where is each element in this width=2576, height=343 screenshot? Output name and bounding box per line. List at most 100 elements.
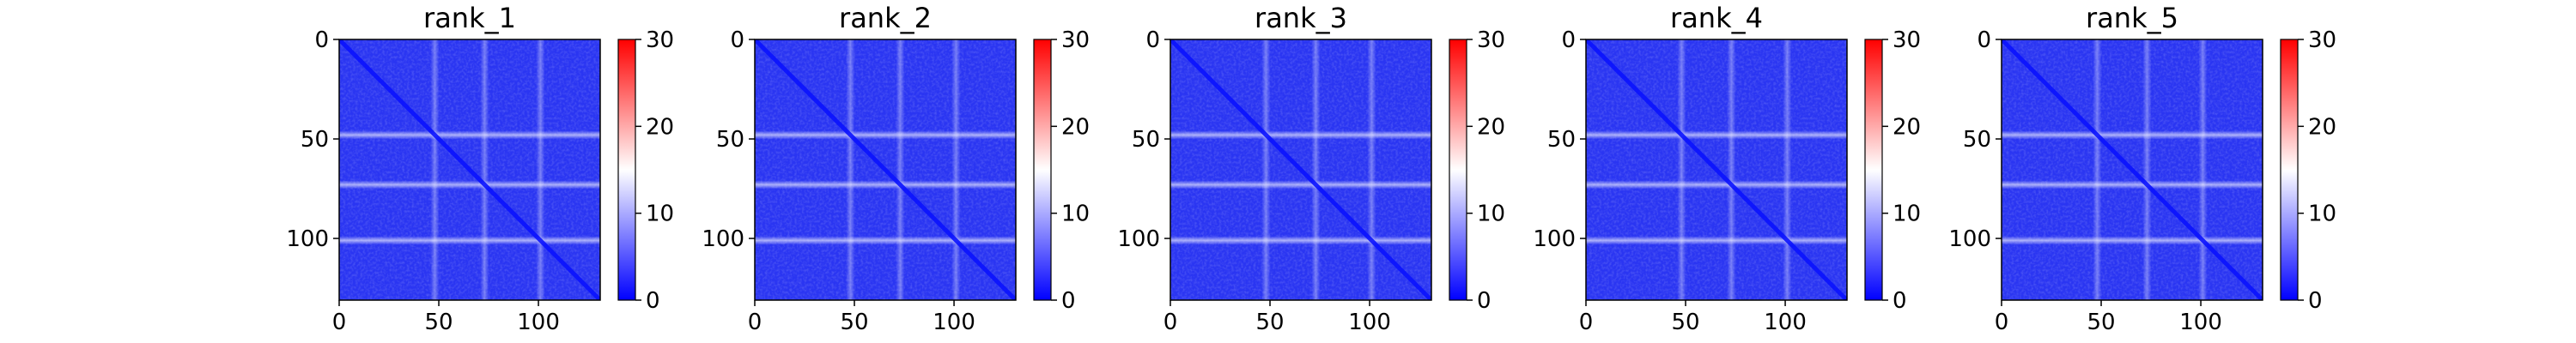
x-tick-label: 0 [1163,310,1178,335]
heatmap-band-col-2 [1727,39,1736,300]
x-tick-label: 0 [332,310,347,335]
y-tick-label: 50 [716,127,744,153]
colorbar-tick-label: 20 [1061,114,1090,140]
colorbar-tick-label: 30 [2308,27,2336,53]
heatmap-diagonal [755,39,1016,300]
y-tick-label: 50 [301,127,329,153]
colorbar [617,39,636,301]
heatmap-cells [755,39,1016,300]
heatmap-band-row-3 [755,236,1016,245]
colorbar [1864,39,1883,301]
colorbar-tick-label: 20 [646,114,674,140]
heatmap-band-col-1 [1677,39,1686,300]
y-tick-label: 0 [1977,27,1991,53]
colorbar-tick-label: 0 [1061,288,1076,314]
x-tick-label: 50 [2087,310,2115,335]
heatmap-frame [2001,39,2263,301]
heatmap-cells [1586,39,1847,300]
heatmap-band-col-1 [1261,39,1271,300]
colorbar-tick-label: 30 [1893,27,1921,53]
colorbar-tick-label: 0 [2308,288,2323,314]
heatmap-band-col-3 [951,39,961,300]
y-tick-label: 100 [702,226,744,252]
heatmap-band-row-3 [1586,236,1847,245]
y-tick-label: 50 [1132,127,1160,153]
heatmap-band-row-1 [755,130,1016,140]
panel-title: rank_3 [1255,2,1347,34]
colorbar-tick-label: 10 [1477,202,1505,227]
x-tick-label: 100 [1348,310,1391,335]
colorbar-tick-label: 30 [1061,27,1090,53]
colorbar-tick-label: 0 [1477,288,1492,314]
colorbar-tick-label: 10 [1061,202,1090,227]
heatmap-panel-2: rank_2 0 50 100 0 50 100 0 10 20 30 [702,2,1090,335]
x-tick-label: 0 [1579,310,1594,335]
heatmap-band-col-1 [846,39,855,300]
panel-title: rank_2 [839,2,932,34]
panel-title: rank_4 [1670,2,1763,34]
heatmap-cells [1170,39,1431,300]
x-tick-label: 100 [517,310,560,335]
heatmap-band-col-2 [2142,39,2152,300]
colorbar [1033,39,1052,301]
colorbar-tick-label: 20 [2308,114,2336,140]
y-tick-label: 0 [314,27,329,53]
y-tick-label: 0 [730,27,744,53]
colorbar-tick-label: 0 [646,288,660,314]
heatmap-frame [1585,39,1848,301]
heatmap-diagonal [2002,39,2263,300]
y-tick-label: 50 [1547,127,1576,153]
heatmap-band-col-3 [1783,39,1792,300]
heatmap-panel-1: rank_1 0 50 100 0 50 100 0 10 20 30 [286,2,674,335]
heatmap-band-row-1 [1586,130,1847,140]
colorbar [2280,39,2299,301]
y-tick-label: 100 [1117,226,1160,252]
x-tick-label: 100 [2179,310,2222,335]
colorbar [1449,39,1467,301]
y-tick-label: 0 [1145,27,1160,53]
y-tick-label: 0 [1561,27,1576,53]
heatmap-band-row-3 [1170,236,1431,245]
panel-title: rank_5 [2086,2,2178,34]
x-tick-label: 0 [748,310,762,335]
heatmap-diagonal [1170,39,1431,300]
x-tick-label: 50 [840,310,868,335]
colorbar-tick-label: 30 [1477,27,1505,53]
heatmap-band-col-3 [1367,39,1376,300]
heatmap-band-row-2 [1170,180,1431,190]
heatmap-band-row-1 [2002,130,2263,140]
heatmap-band-row-3 [2002,236,2263,245]
x-tick-label: 50 [1255,310,1284,335]
heatmap-band-col-3 [536,39,545,300]
heatmap-band-col-2 [1311,39,1321,300]
heatmap-diagonal [1586,39,1847,300]
x-tick-label: 50 [424,310,453,335]
heatmap-frame [754,39,1017,301]
x-tick-label: 100 [1764,310,1807,335]
colorbar-tick-label: 20 [1477,114,1505,140]
colorbar-tick-label: 20 [1893,114,1921,140]
heatmap-diagonal [339,39,600,300]
heatmap-band-row-2 [339,180,600,190]
colorbar-tick-label: 10 [646,202,674,227]
heatmap-band-col-2 [480,39,489,300]
heatmap-band-col-1 [2093,39,2102,300]
panel-title: rank_1 [423,2,516,34]
heatmap-band-row-2 [1586,180,1847,190]
y-tick-label: 50 [1963,127,1991,153]
x-tick-label: 100 [933,310,975,335]
heatmap-band-col-2 [896,39,905,300]
heatmap-frame [338,39,601,301]
y-tick-label: 100 [1948,226,1991,252]
x-tick-label: 50 [1671,310,1699,335]
y-tick-label: 100 [286,226,329,252]
x-tick-label: 0 [1995,310,2009,335]
heatmap-band-row-2 [755,180,1016,190]
heatmap-band-row-1 [1170,130,1431,140]
heatmap-frame [1170,39,1432,301]
heatmap-band-row-1 [339,130,600,140]
heatmap-band-col-1 [430,39,440,300]
heatmap-cells [339,39,600,300]
colorbar-tick-label: 10 [1893,202,1921,227]
y-tick-label: 100 [1533,226,1576,252]
